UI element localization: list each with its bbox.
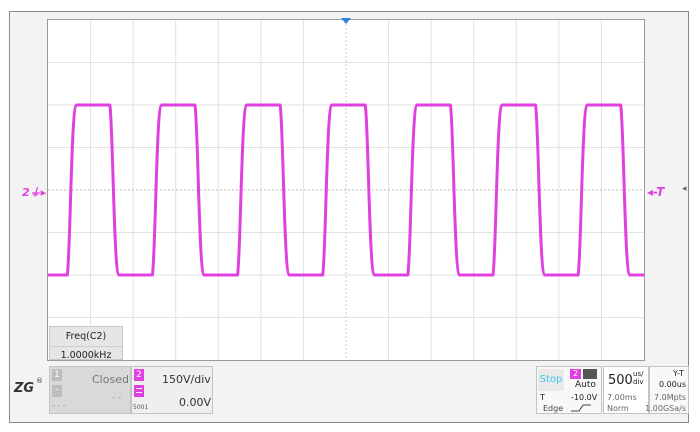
trigger-source: 2 [570,369,581,379]
trigger-marker-label: T [656,185,665,199]
channel1-probe: - - - [52,401,66,410]
brand-logo: ZG [14,381,35,396]
measurement-panel[interactable]: Freq(C2) 1.0000kHz [49,326,123,361]
run-stop-button[interactable]: Stop [538,369,564,391]
trigger-position-icon [341,18,351,24]
sample-rate: 1.00GSa/s [645,404,686,413]
acquisition-mode: Norm [607,404,629,413]
channel2-panel[interactable]: 2 150V/div 0.00V 5001 [131,366,213,414]
channel2-scale: 150V/div [162,373,211,386]
registered-mark-icon: ® [36,377,43,385]
channel2-number: 2 [134,369,144,381]
channel2-marker-label: 2 [22,186,30,199]
timebase-unit-bottom: div [633,378,644,386]
trigger-type: Edge [543,404,564,413]
channel1-status: Closed [92,373,129,386]
channel2-probe: 5001 [133,404,149,411]
channel1-number: 1 [52,369,62,381]
timebase-unit-top: us/ [633,370,644,378]
trigger-mode: Auto [575,380,596,390]
trigger-level: -10.0V [571,393,598,402]
timebase-value: 500 [608,373,633,388]
channel2-level-marker[interactable]: 2⏚▸ [22,186,47,199]
channel2-offset: 0.00V [179,396,212,409]
display-mode-panel[interactable]: Y-T 0.00us 7.0Mpts 1.00GSa/s [645,366,689,414]
channel2-waveform [48,103,644,277]
trigger-source-icon [583,369,597,379]
measurement-value: 1.0000kHz [50,346,122,361]
rising-edge-icon [571,404,591,412]
timebase-unit: us/ div [633,370,644,386]
channel2-coupling-icon [134,385,144,397]
channel1-offset: - - [112,393,122,403]
trigger-label: T [540,393,545,402]
channel1-minus: - [52,385,62,397]
horizontal-position: 0.00us [658,380,686,389]
expand-arrow-icon[interactable]: ◂ [682,184,687,194]
channel1-panel[interactable]: 1 - Closed - - - - - [49,366,131,414]
timebase-delay: 7.00ms [607,393,637,402]
display-mode: Y-T [673,369,684,378]
measurement-name: Freq(C2) [65,331,107,342]
trigger-panel[interactable]: Stop 2 Auto T -10.0V Edge [536,366,602,414]
timebase-panel[interactable]: 500 us/ div 7.00ms Norm [603,366,649,414]
trigger-level-marker[interactable]: ◂-T [647,185,665,199]
memory-depth: 7.0Mpts [653,393,686,402]
